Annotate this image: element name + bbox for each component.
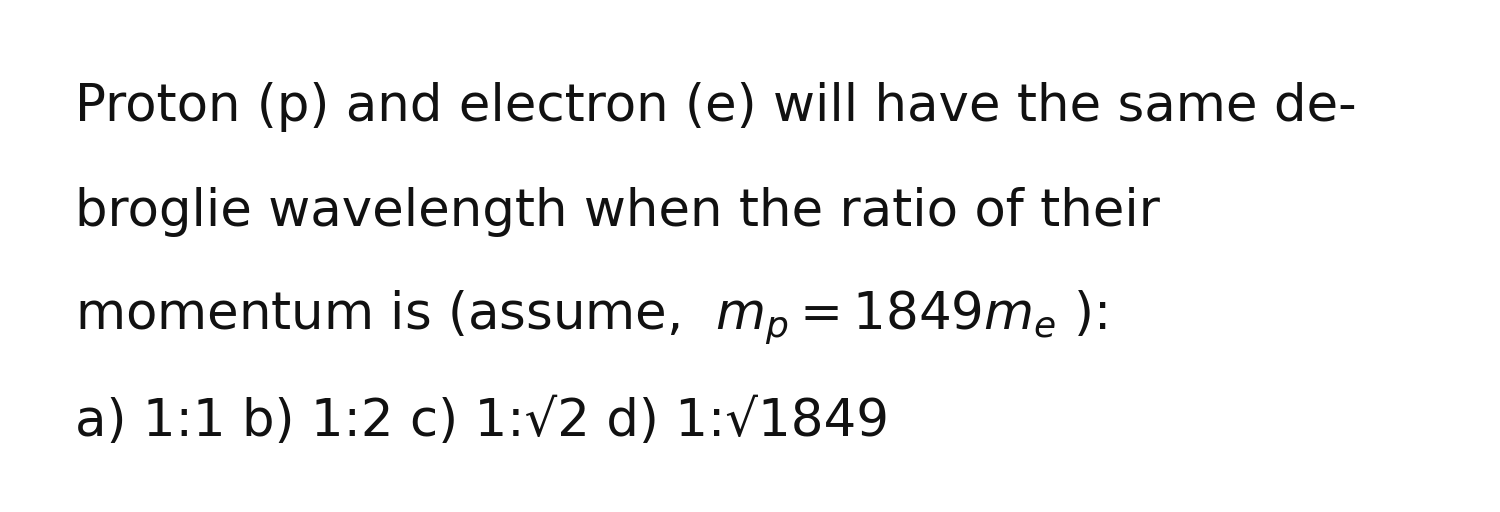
Text: Proton (p) and electron (e) will have the same de-: Proton (p) and electron (e) will have th…: [75, 82, 1356, 132]
Text: momentum is (assume,  $m_p = 1849m_e$ ):: momentum is (assume, $m_p = 1849m_e$ ):: [75, 288, 1107, 346]
Text: broglie wavelength when the ratio of their: broglie wavelength when the ratio of the…: [75, 187, 1160, 237]
Text: a) 1:1 b) 1:2 c) 1:√2 d) 1:√1849: a) 1:1 b) 1:2 c) 1:√2 d) 1:√1849: [75, 397, 889, 447]
